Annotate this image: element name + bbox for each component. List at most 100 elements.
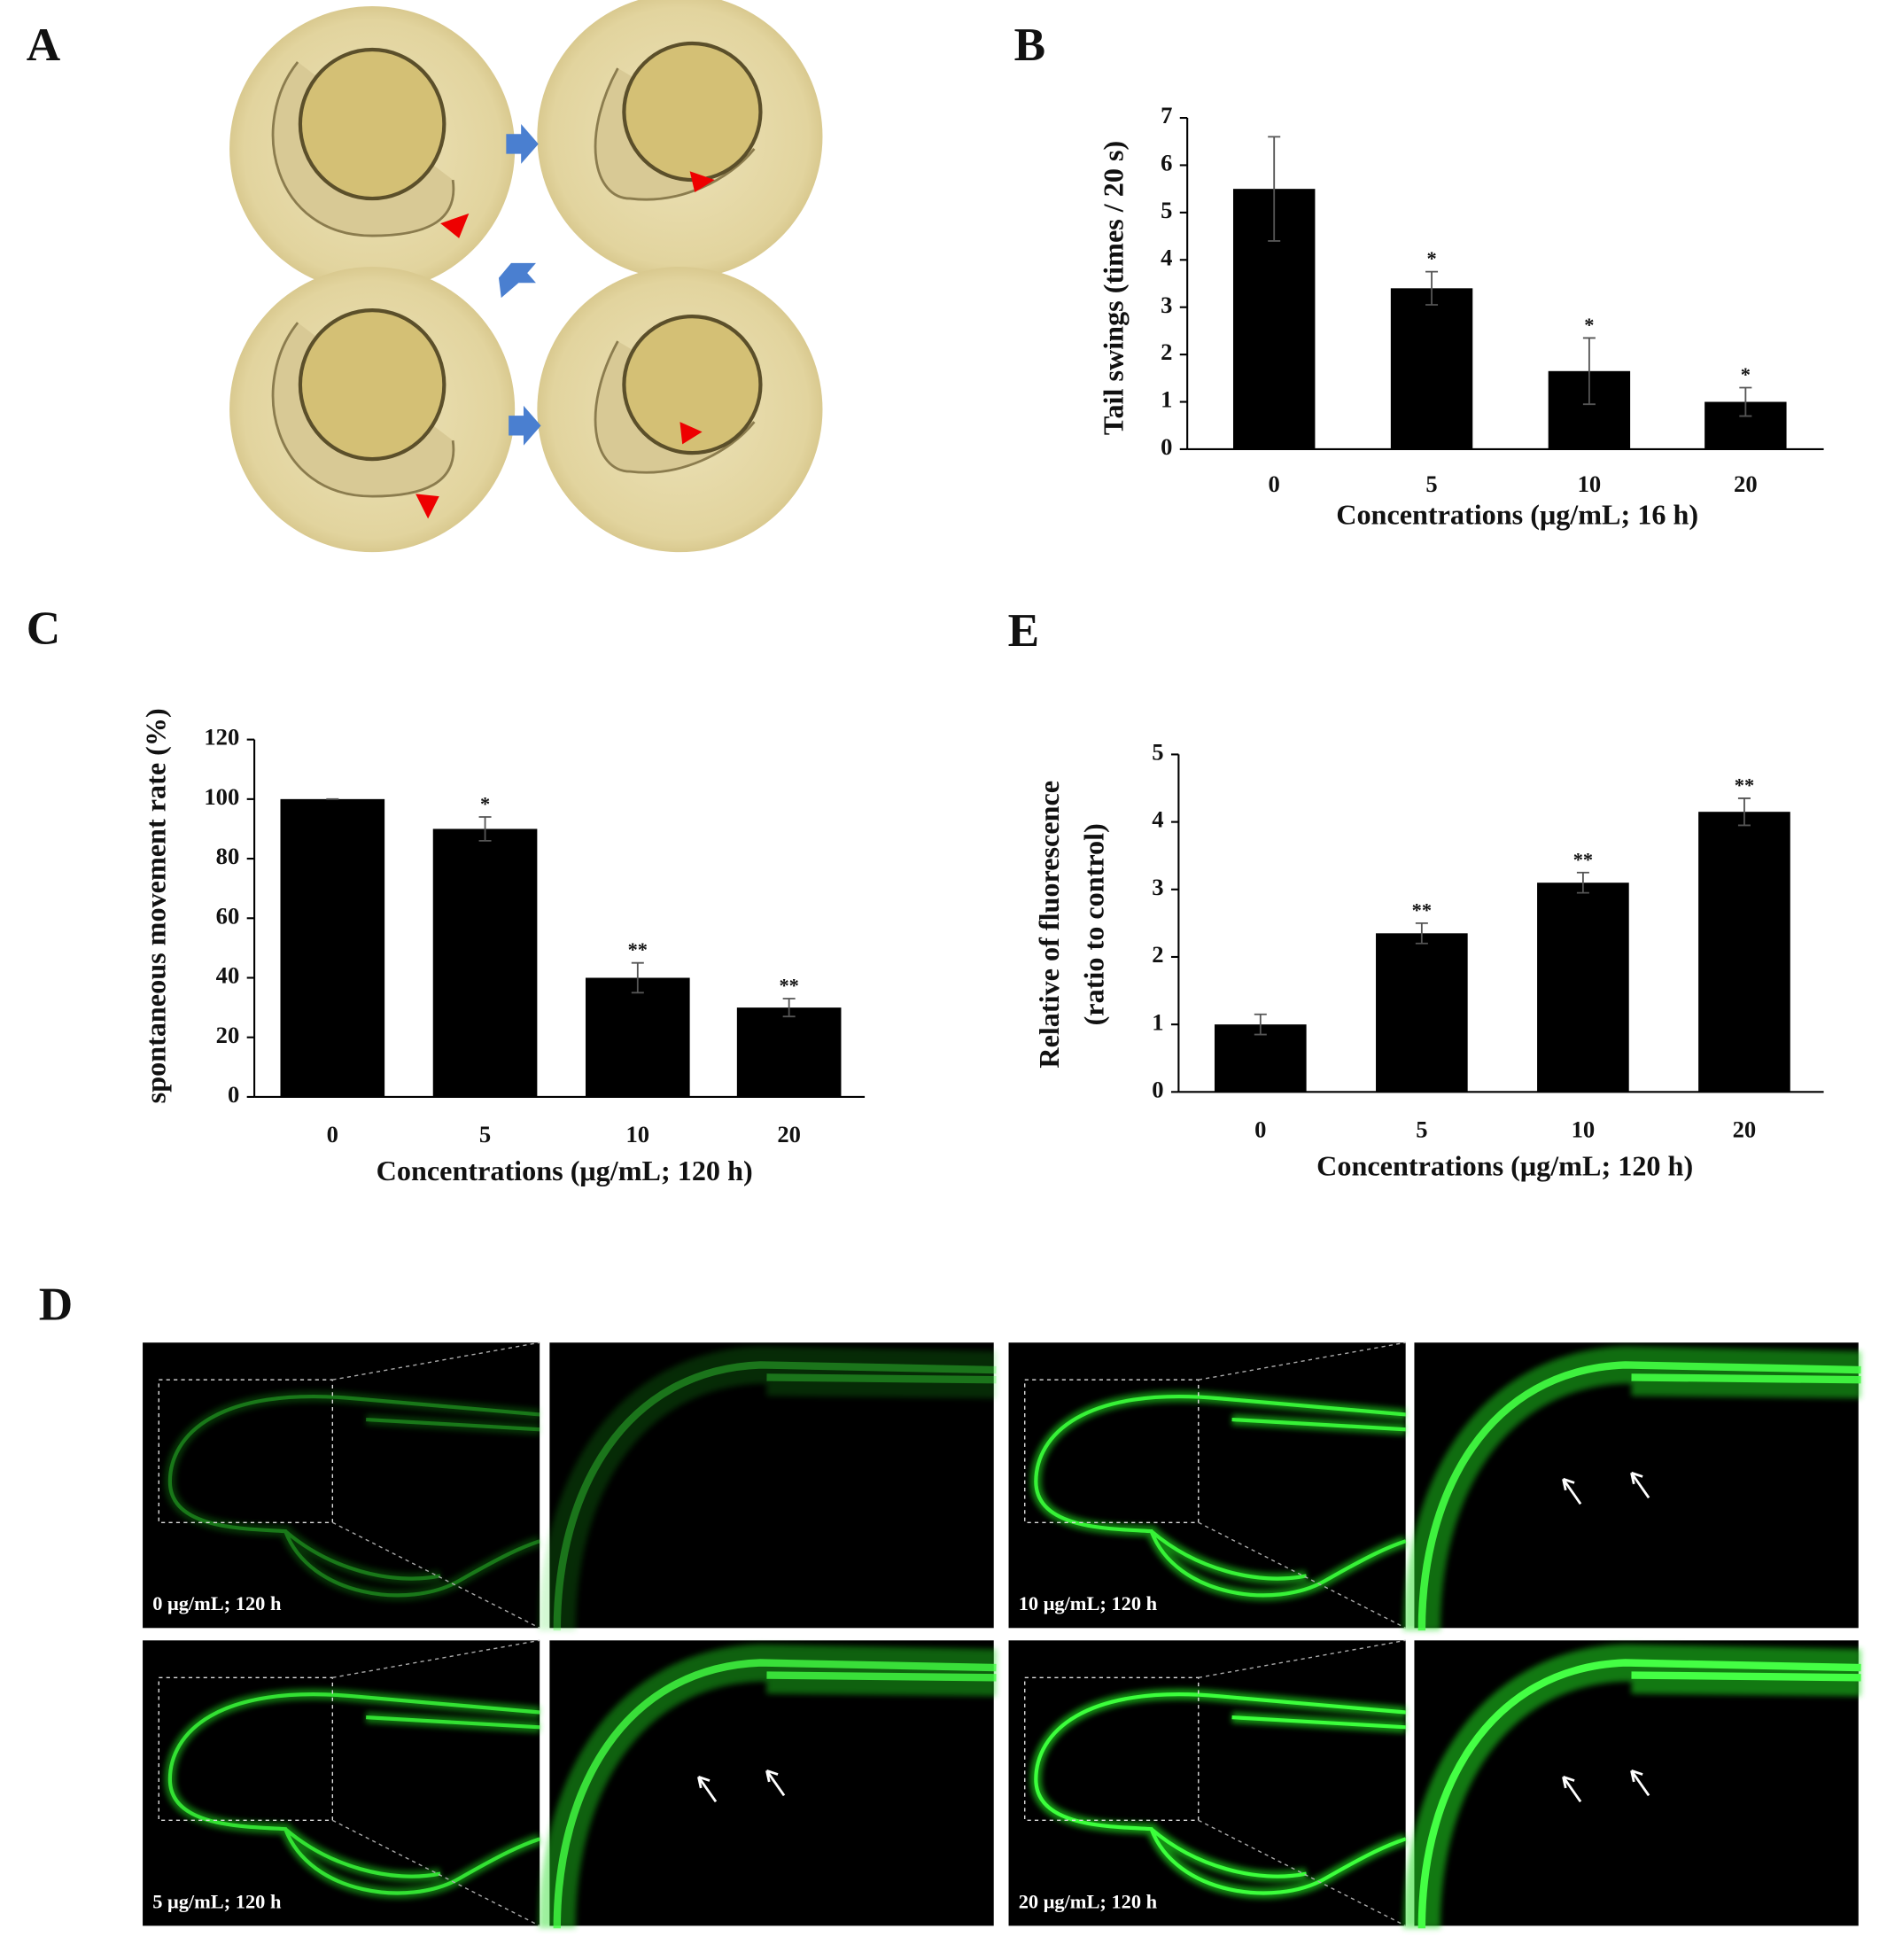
x-tick-label: 0 [1254, 1116, 1266, 1142]
y-tick-label: 2 [1152, 941, 1163, 968]
error-bar [1415, 922, 1428, 945]
x-tick-label: 0 [327, 1121, 338, 1147]
zoom-box [1024, 1676, 1200, 1822]
zoom-line [1198, 1521, 1406, 1629]
overview-image: 10 μg/mL; 120 h [1008, 1342, 1406, 1629]
significance: ** [1735, 774, 1754, 796]
bar [432, 828, 538, 1097]
arrow [1630, 1471, 1650, 1499]
error-bar [1582, 337, 1596, 406]
error-bar [478, 816, 492, 842]
overview-image: 20 μg/mL; 120 h [1008, 1639, 1406, 1927]
significance: ** [1573, 848, 1593, 870]
arrow [1562, 1477, 1582, 1505]
y-tick-label: 4 [1161, 244, 1172, 270]
x-tick-label: 0 [1269, 471, 1280, 497]
bar [1214, 1024, 1307, 1093]
significance: ** [1412, 898, 1432, 921]
bar [1390, 288, 1473, 449]
zoom-box [158, 1379, 334, 1523]
overview-image: 0 μg/mL; 120 h [143, 1342, 540, 1629]
significance: * [1426, 247, 1436, 269]
error-bar [1737, 797, 1751, 827]
y-tick-label: 20 [216, 1022, 240, 1048]
y-tick-label: 5 [1161, 197, 1172, 223]
bar [280, 798, 385, 1097]
x-tick-label: 20 [1734, 471, 1758, 497]
y-tick-label: 0 [1152, 1076, 1163, 1102]
x-axis-title: Concentrations (μg/mL; 120 h) [1316, 1150, 1693, 1182]
zoom-image [549, 1640, 996, 1928]
bar [1698, 812, 1790, 1093]
zoom-box [158, 1676, 334, 1822]
y-axis-title: Tail swings (times / 20 s) [1098, 141, 1130, 435]
y-tick-label: 2 [1161, 338, 1172, 365]
significance: * [480, 793, 490, 815]
panel-label: A [27, 19, 61, 71]
y-tick-label: 3 [1161, 292, 1172, 318]
caption: 10 μg/mL; 120 h [1019, 1592, 1158, 1614]
error-bar [631, 961, 644, 994]
error-bar [1576, 871, 1589, 894]
zoom-box [1024, 1379, 1200, 1523]
arrow [697, 1776, 718, 1803]
arrow [1630, 1769, 1650, 1797]
zoom-line [332, 1342, 540, 1381]
bar [1537, 883, 1629, 1093]
embryo-images [229, 0, 823, 553]
y-tick-label: 80 [216, 843, 240, 869]
x-axis-title: Concentrations (μg/mL; 120 h) [377, 1155, 753, 1186]
zoom-line [1198, 1819, 1406, 1927]
arrow [765, 1769, 786, 1797]
panel-label: B [1014, 19, 1046, 71]
panel-label: C [27, 602, 60, 654]
micrographs: 0 μg/mL; 120 h 5 μg/mL; 120 h 10 μg/mL; 12… [143, 1342, 1861, 1928]
x-tick-label: 20 [1733, 1116, 1757, 1142]
y-tick-label: 4 [1152, 806, 1163, 833]
x-tick-label: 10 [1572, 1116, 1596, 1142]
significance: ** [628, 938, 648, 961]
bar [736, 1007, 842, 1097]
x-tick-label: 5 [1416, 1116, 1427, 1142]
y-tick-label: 5 [1152, 739, 1163, 766]
error-bar [1268, 136, 1281, 242]
y-tick-label: 40 [216, 962, 240, 989]
y-tick-label: 100 [204, 783, 239, 810]
zoom-line [1198, 1342, 1406, 1381]
error-bar [1254, 1013, 1267, 1036]
y-tick-label: 3 [1152, 874, 1163, 900]
overview-image: 5 μg/mL; 120 h [143, 1639, 540, 1927]
significance: ** [779, 975, 798, 997]
panel-label: D [39, 1279, 73, 1331]
zoom-image [1414, 1342, 1860, 1630]
error-bar [1425, 270, 1439, 306]
caption: 5 μg/mL; 120 h [152, 1890, 282, 1912]
y-tick-label: 6 [1161, 150, 1172, 176]
x-tick-label: 20 [777, 1121, 801, 1147]
x-tick-label: 5 [1425, 471, 1437, 497]
x-tick-label: 10 [626, 1121, 650, 1147]
y-axis-title: (ratio to control) [1077, 823, 1109, 1025]
x-axis-title: Concentrations (μg/mL; 16 h) [1336, 498, 1698, 530]
zoom-line [332, 1639, 540, 1679]
y-tick-label: 120 [204, 724, 239, 751]
y-axis-title: spontaneous movement rate (%) [140, 708, 172, 1103]
caption: 20 μg/mL; 120 h [1019, 1890, 1158, 1912]
bar [585, 977, 690, 1097]
error-bar [782, 998, 796, 1018]
y-axis-title: Relative of fluorescence [1033, 781, 1065, 1069]
zoom-line [331, 1819, 540, 1927]
error-bar [1739, 386, 1752, 417]
x-tick-label: 5 [479, 1121, 491, 1147]
y-tick-label: 7 [1161, 102, 1172, 128]
y-tick-label: 1 [1152, 1008, 1163, 1035]
arrow [1562, 1776, 1582, 1803]
zoom-line [1198, 1639, 1406, 1679]
caption: 0 μg/mL; 120 h [152, 1592, 282, 1614]
y-tick-label: 0 [228, 1081, 239, 1108]
y-tick-label: 1 [1161, 386, 1172, 413]
significance: * [1741, 363, 1751, 385]
zoom-line [331, 1521, 540, 1629]
x-tick-label: 10 [1578, 471, 1602, 497]
